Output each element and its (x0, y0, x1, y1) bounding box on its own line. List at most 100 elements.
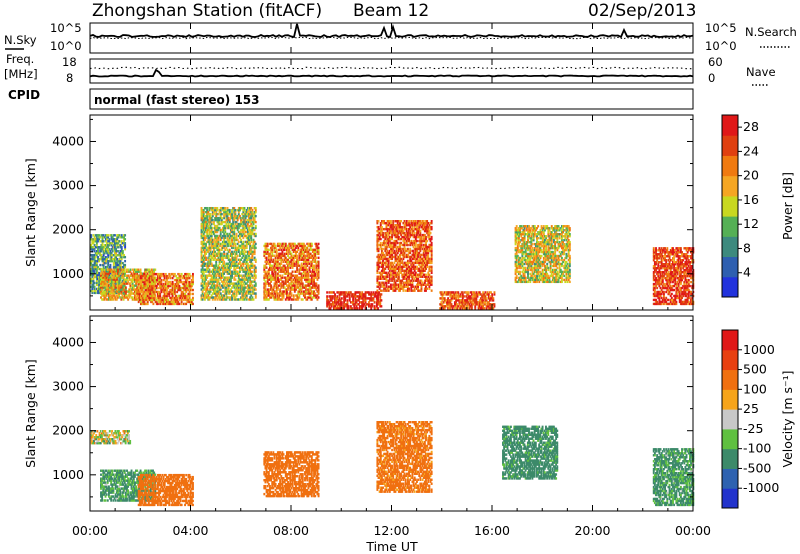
heatmap-cell (118, 279, 121, 283)
heatmap-cell (111, 296, 114, 299)
heatmap-cell (113, 255, 116, 259)
heatmap-cell (219, 268, 222, 271)
heatmap-cell (153, 270, 156, 273)
heatmap-cell (106, 244, 108, 247)
heatmap-cell (201, 292, 204, 295)
heatmap-cell (297, 296, 300, 299)
heatmap-cell (111, 259, 114, 263)
heatmap-cell (310, 248, 313, 252)
heatmap-cell (186, 284, 189, 288)
heatmap-cell (354, 295, 357, 298)
heatmap-cell (202, 278, 205, 281)
heatmap-cell (295, 252, 297, 256)
heatmap-cell (190, 278, 193, 282)
heatmap-cell (201, 266, 204, 269)
heatmap-cell (242, 296, 245, 299)
heatmap-cell (223, 268, 226, 271)
heatmap-cell (223, 240, 226, 244)
heatmap-cell (120, 290, 123, 293)
heatmap-cell (217, 268, 220, 271)
heatmap-cell (254, 260, 257, 263)
heatmap-cell (102, 253, 105, 257)
heatmap-cell (188, 286, 191, 290)
heatmap-cell (98, 259, 101, 263)
heatmap-cell (228, 282, 231, 285)
heatmap-cell (223, 284, 226, 287)
heatmap-cell (250, 298, 253, 301)
heatmap-cell (184, 276, 186, 280)
heatmap-cell (310, 256, 313, 260)
heatmap-cell (328, 301, 331, 304)
heatmap-cell (307, 262, 310, 265)
heatmap-cell (360, 307, 362, 310)
heatmap-cell (237, 266, 240, 269)
heatmap-cell (269, 254, 271, 258)
heatmap-cell (190, 298, 193, 302)
heatmap-cell (222, 208, 224, 212)
heatmap-cell (205, 282, 207, 285)
heatmap-cell (145, 270, 148, 273)
heatmap-cell (139, 300, 142, 304)
heatmap-cell (238, 268, 241, 271)
heatmap-cell (332, 291, 335, 294)
heatmap-cell (137, 296, 140, 299)
heatmap-cell (279, 242, 282, 246)
heatmap-cell (229, 274, 232, 277)
heatmap-cell (253, 256, 256, 260)
heatmap-cell (203, 268, 206, 271)
heatmap-cell (243, 232, 246, 236)
heatmap-cell (241, 262, 244, 265)
heatmap-cell (202, 218, 205, 222)
heatmap-cell (185, 290, 188, 294)
heatmap-cell (289, 296, 292, 299)
heatmap-cell (126, 274, 128, 277)
heatmap-cell (182, 302, 185, 306)
heatmap-cell (222, 228, 224, 232)
heatmap-cell (207, 290, 210, 293)
heatmap-cell (338, 295, 341, 298)
heatmap-cell (234, 222, 237, 226)
heatmap-cell (357, 303, 360, 306)
heatmap-cell (116, 261, 119, 265)
heatmap-cell (138, 298, 141, 302)
heatmap-cell (122, 268, 125, 271)
heatmap-cell (212, 276, 215, 279)
heatmap-cell (266, 290, 269, 293)
heatmap-cell (225, 232, 228, 236)
heatmap-cell (92, 246, 95, 249)
heatmap-cell (252, 226, 255, 230)
heatmap-cell (184, 292, 186, 296)
heatmap-cell (208, 230, 211, 234)
heatmap-cell (293, 242, 296, 246)
heatmap-cell (127, 294, 130, 297)
heatmap-cell (209, 220, 212, 224)
heatmap-cell (190, 280, 193, 284)
heatmap-cell (109, 257, 112, 261)
heatmap-cell (246, 238, 249, 242)
heatmap-cell (249, 228, 252, 232)
heatmap-cell (214, 224, 217, 228)
heatmap-cell (132, 270, 135, 273)
heatmap-cell (236, 238, 239, 242)
heatmap-cell (102, 250, 105, 253)
heatmap-cell (226, 214, 229, 218)
heatmap-cell (226, 266, 229, 269)
heatmap-cell (218, 226, 221, 230)
heatmap-cell (249, 258, 252, 261)
heatmap-cell (245, 208, 248, 212)
heatmap-cell (316, 250, 319, 254)
heatmap-cell (276, 274, 279, 277)
heatmap-cell (205, 226, 207, 230)
heatmap-cell (265, 292, 268, 295)
heatmap-cell (223, 278, 226, 281)
heatmap-cell (315, 288, 318, 291)
heatmap-cell (249, 268, 252, 271)
heatmap-cell (345, 303, 348, 306)
heatmap-cell (271, 264, 274, 267)
heatmap-cell (400, 220, 403, 223)
heatmap-cell (169, 282, 172, 286)
heatmap-cell (236, 242, 239, 246)
heatmap-cell (152, 274, 155, 278)
heatmap-cell (170, 288, 173, 292)
heatmap-cell (297, 280, 300, 283)
